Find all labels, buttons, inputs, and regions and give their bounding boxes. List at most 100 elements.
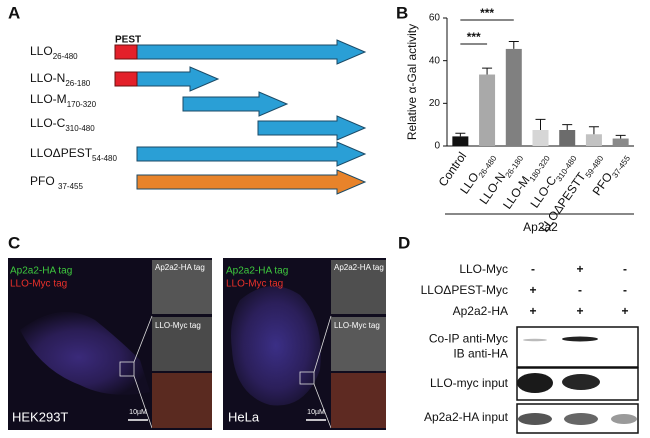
blot-label: Ap2a2-HA input xyxy=(424,410,509,424)
condition-sign: - xyxy=(578,283,582,297)
band xyxy=(564,413,598,425)
band xyxy=(562,374,600,390)
label-main: LLOΔPEST xyxy=(30,146,93,160)
condition-sign: - xyxy=(623,262,627,276)
bar xyxy=(479,74,496,146)
condition-sign: + xyxy=(621,304,628,318)
construct-arrow xyxy=(136,169,367,195)
construct-label: LLO-N26-180 xyxy=(30,71,91,87)
micrograph-hela xyxy=(223,258,386,430)
label-main: LLO-N xyxy=(30,71,65,85)
channel-label: Ap2a2-HA tag xyxy=(226,266,288,277)
inset-label: Ap2a2-HA tag xyxy=(155,263,205,272)
band xyxy=(523,338,547,342)
panel-label: D xyxy=(398,233,410,252)
inset xyxy=(331,373,386,428)
channel-label: Ap2a2-HA tag xyxy=(10,266,72,277)
band xyxy=(611,414,637,424)
y-tick-label: 40 xyxy=(429,55,441,66)
construct-arrow xyxy=(136,141,367,167)
construct-label: PFO 37-455 xyxy=(30,174,83,190)
micrograph-hek xyxy=(8,258,212,430)
label-subscript: 26-180 xyxy=(65,79,90,88)
condition-label: Ap2a2-HA xyxy=(453,304,508,318)
label-subscript: 310-480 xyxy=(65,124,95,133)
panel-label: A xyxy=(8,3,20,22)
zoom-line xyxy=(133,315,153,363)
panel-label: B xyxy=(396,3,408,22)
y-axis-label: Relative α-Gal activity xyxy=(405,24,419,140)
label-subscript: 37-455 xyxy=(610,153,632,179)
condition-sign: + xyxy=(576,304,583,318)
significance-label: *** xyxy=(480,6,494,20)
inset-label: LLO-Myc tag xyxy=(334,321,380,330)
cell-line-label: HeLa xyxy=(228,409,260,424)
bar xyxy=(612,138,629,146)
error-bar xyxy=(482,67,493,75)
inset xyxy=(152,373,212,428)
zoom-line xyxy=(313,315,332,373)
y-tick-label: 0 xyxy=(434,141,440,152)
condition-sign: + xyxy=(576,262,583,276)
blot-label: LLO-myc input xyxy=(430,376,509,390)
cell xyxy=(20,312,150,395)
label-subscript: 170-320 xyxy=(67,100,97,109)
pest-region xyxy=(114,71,138,87)
construct-label: LLO-C310-480 xyxy=(30,116,95,132)
bar xyxy=(585,134,602,146)
error-bar xyxy=(455,132,466,137)
error-bar xyxy=(535,118,546,130)
construct-arrow xyxy=(136,39,367,65)
pest-label: PEST xyxy=(115,35,141,46)
cell-line-label: HEK293T xyxy=(12,409,68,424)
construct-arrow xyxy=(257,115,367,141)
construct-arrow xyxy=(182,91,289,117)
inset xyxy=(152,260,212,314)
label-main: LLO-C xyxy=(30,116,66,130)
condition-sign: - xyxy=(623,283,627,297)
label-main: LLO-M xyxy=(30,92,67,106)
construct-label: LLO-M170-320 xyxy=(30,92,97,108)
bar xyxy=(452,136,469,146)
bar xyxy=(559,130,576,146)
band xyxy=(517,373,553,393)
zoom-box xyxy=(299,371,315,385)
group-label: Ap2a2 xyxy=(523,220,558,234)
zoom-line xyxy=(133,375,153,429)
inset xyxy=(331,260,386,314)
error-bar xyxy=(615,134,626,139)
condition-sign: + xyxy=(529,283,536,297)
zoom-box xyxy=(119,361,135,377)
condition-label: LLO-Myc xyxy=(459,262,508,276)
inset-label: LLO-Myc tag xyxy=(155,321,201,330)
blot-box xyxy=(516,326,639,368)
error-bar xyxy=(562,124,573,130)
y-tick-label: 60 xyxy=(429,13,441,24)
cell xyxy=(231,286,321,406)
inset xyxy=(331,317,386,371)
y-tick-label: 20 xyxy=(429,98,441,109)
inset xyxy=(152,317,212,371)
bar xyxy=(532,130,549,146)
label-main: PFO xyxy=(30,174,58,188)
label-subscript: 54-480 xyxy=(92,154,117,163)
scale-label: 10µM xyxy=(129,409,147,416)
band xyxy=(518,413,552,425)
condition-sign: - xyxy=(531,262,535,276)
bar xyxy=(505,48,522,146)
condition-label: LLOΔPEST-Myc xyxy=(421,283,508,297)
inset-label: Ap2a2-HA tag xyxy=(334,263,384,272)
zoom-line xyxy=(313,383,332,429)
label-subscript: 26-480 xyxy=(53,52,78,61)
panel-label: C xyxy=(8,233,20,252)
error-bar xyxy=(508,40,519,49)
label-subscript: 37-455 xyxy=(58,182,83,191)
blot-label: IB anti-HA xyxy=(453,347,508,361)
label-main: LLO xyxy=(30,44,53,58)
significance-label: *** xyxy=(467,30,481,44)
channel-label: LLO-Myc tag xyxy=(10,279,67,290)
channel-label: LLO-Myc tag xyxy=(226,279,283,290)
condition-sign: + xyxy=(529,304,536,318)
blot-label: Co-IP anti-Myc xyxy=(429,332,508,346)
